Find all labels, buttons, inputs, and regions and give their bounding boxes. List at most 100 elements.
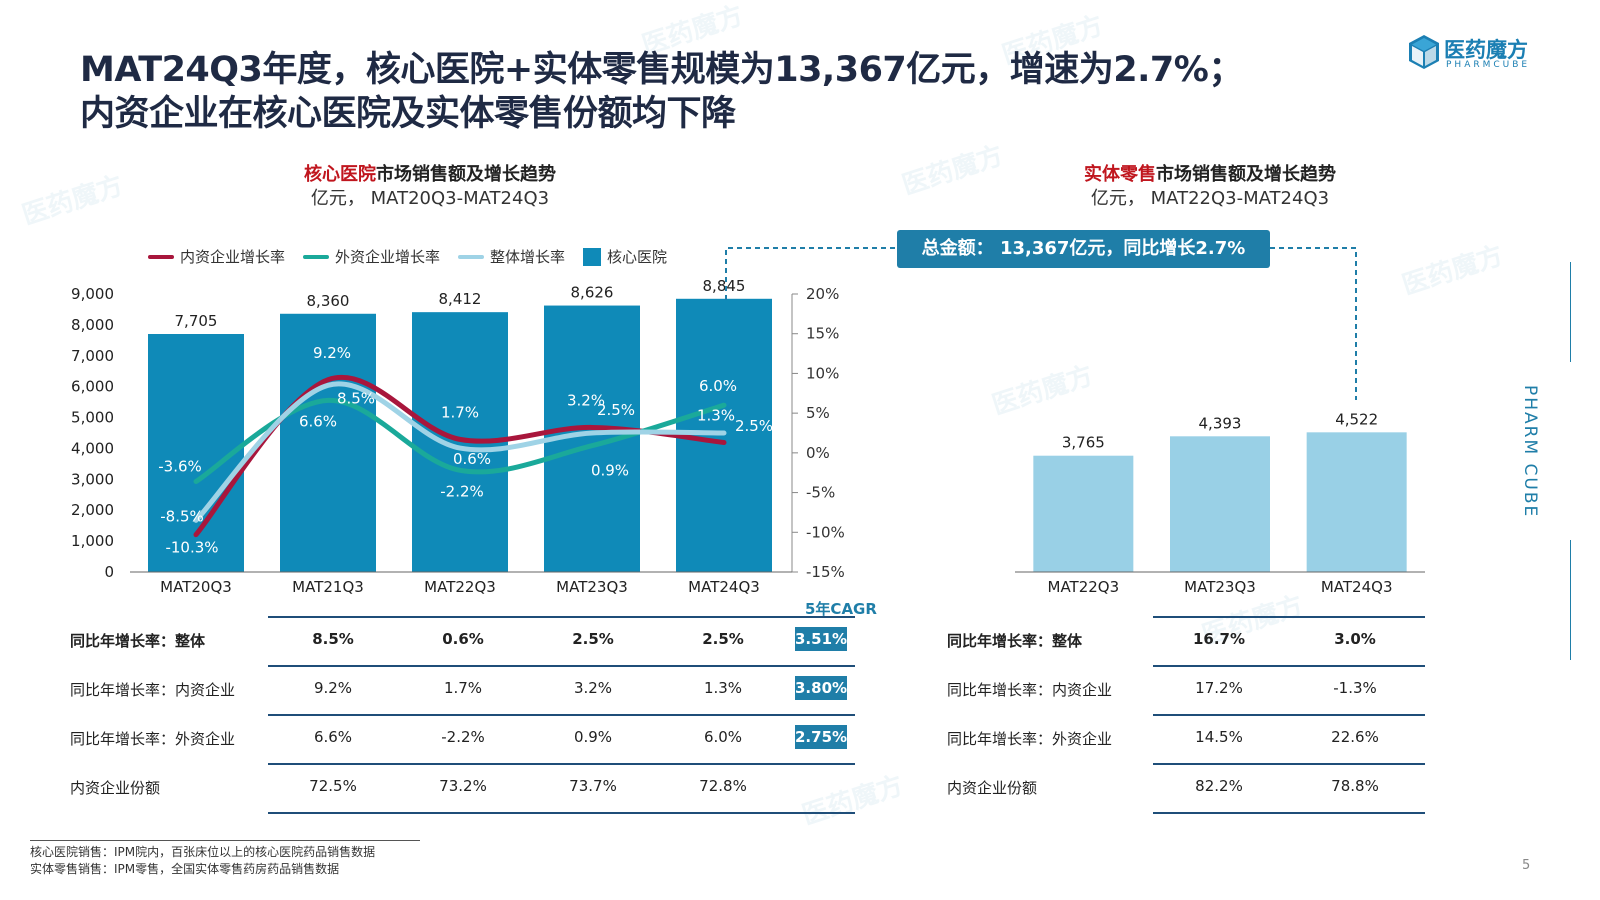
footnote: 核心医院销售：IPM院内，百张床位以上的核心医院药品销售数据 实体零售销售：IP…	[30, 844, 375, 878]
line-point-label: 8.5%	[337, 389, 375, 407]
row-label: 内资企业份额	[947, 779, 1038, 797]
table-cell: 6.6%	[313, 728, 353, 746]
bar-value-label: 7,705	[175, 312, 218, 330]
table-cell: 73.7%	[569, 777, 617, 795]
line-point-label: 9.2%	[313, 344, 351, 362]
charts-canvas: 0 1,000 2,000 3,000 4,000 5,000 6,000 7,000 8,00…	[71, 247, 1425, 596]
y-tick-label: 3,000	[71, 470, 114, 488]
page-title-line1: MAT24Q3年度，核心医院+实体零售规模为13,367亿元，增速为2.7%；	[80, 50, 1243, 90]
legend-label: 核心医院	[607, 248, 668, 266]
page-number: 5	[1522, 858, 1531, 873]
right-chart-title-rest: 市场销售额及增长趋势	[1156, 164, 1336, 185]
overall-growth-line	[193, 381, 727, 523]
table-cell: 3.0%	[1334, 630, 1376, 648]
y-tick-label: 9,000	[71, 285, 114, 303]
line-point-label: 6.0%	[699, 377, 737, 395]
y-tick-label: 7,000	[71, 347, 114, 365]
left-chart-subtitle: 亿元， MAT20Q3-MAT24Q3	[310, 188, 550, 209]
y2-tick-label: 0%	[806, 444, 830, 462]
table-rule	[268, 763, 855, 765]
page-title-line2: 内资企业在核心医院及实体零售份额均下降	[80, 94, 736, 134]
row-label: 同比年增长率：外资企业	[70, 730, 236, 748]
legend-swatch	[148, 254, 174, 259]
line-point-label: 0.9%	[591, 462, 629, 480]
table-cell: -1.3%	[1333, 679, 1377, 697]
side-brand: PHARM CUBE	[1520, 385, 1540, 519]
y2-tick-label: 15%	[806, 325, 839, 343]
left-growth-table: 同比年增长率：整体 8.5% 0.6% 2.5% 2.5% 3.51% 同比年增长率：内资企…	[70, 616, 855, 814]
table-cell: 2.5%	[702, 630, 744, 648]
left-chart-title-rest: 市场销售额及增长趋势	[376, 164, 556, 185]
y-tick-label: 8,000	[71, 316, 114, 334]
y2-tick-label: 10%	[806, 364, 839, 382]
line-point-label: -2.2%	[440, 482, 484, 500]
legend-item-domestic: 内资企业增长率	[148, 246, 285, 267]
x-tick-label: MAT22Q3	[424, 578, 496, 596]
left-chart-title: 核心医院市场销售额及增长趋势	[230, 160, 630, 186]
right-growth-table: 同比年增长率：整体 16.7% 3.0% 同比年增长率：内资企业 17.2% -1.3% 同…	[947, 616, 1427, 814]
table-cell: 0.6%	[442, 630, 484, 648]
x-tick-label: MAT20Q3	[160, 578, 232, 596]
y-tick-label: 5,000	[71, 409, 114, 427]
table-cell: 16.7%	[1192, 630, 1246, 648]
legend-label: 内资企业增长率	[180, 248, 286, 266]
table-cell: 1.3%	[703, 679, 743, 697]
table-cell: 6.0%	[703, 728, 743, 746]
cube-icon	[1409, 35, 1439, 69]
table-rule	[1153, 616, 1425, 618]
y2-tick-label: -5%	[806, 484, 835, 502]
cagr-badge: 3.80%	[795, 676, 847, 700]
y-tick-label: 6,000	[71, 378, 114, 396]
y-tick-label: 1,000	[71, 532, 114, 550]
table-row: 内资企业份额 82.2% 78.8%	[947, 763, 1427, 811]
table-row: 同比年增长率：整体 8.5% 0.6% 2.5% 2.5% 3.51%	[70, 616, 855, 664]
legend-swatch	[583, 247, 602, 266]
bar	[1170, 436, 1270, 572]
table-rule	[268, 812, 855, 814]
table-cell: -2.2%	[441, 728, 485, 746]
chart-legend: 内资企业增长率 外资企业增长率 整体增长率 核心医院	[148, 246, 667, 267]
line-point-label: 1.7%	[441, 403, 479, 421]
table-rule	[268, 714, 855, 716]
side-divider	[1570, 540, 1571, 660]
line-point-label: 0.6%	[453, 450, 491, 468]
table-cell: 14.5%	[1195, 728, 1243, 746]
x-tick-label: MAT24Q3	[688, 578, 760, 596]
legend-item-overall: 整体增长率	[458, 246, 565, 267]
line-point-label: -3.6%	[158, 457, 202, 475]
bar-value-label: 8,360	[307, 292, 350, 310]
table-row: 同比年增长率：外资企业 6.6% -2.2% 0.9% 6.0% 2.75%	[70, 714, 855, 762]
callout-connector	[725, 247, 897, 300]
bar-value-label: 4,522	[1335, 410, 1378, 428]
x-tick-label: MAT24Q3	[1321, 578, 1393, 596]
y2-tick-label: -15%	[806, 563, 845, 581]
line-point-label: 3.2%	[567, 391, 605, 409]
y-tick-label: 2,000	[71, 501, 114, 519]
table-cell: 72.5%	[309, 777, 357, 795]
row-label: 内资企业份额	[70, 779, 161, 797]
bar-value-label: 8,845	[703, 277, 746, 295]
line-point-label: -8.5%	[160, 507, 204, 525]
table-cell: 2.5%	[572, 630, 614, 648]
table-cell: 78.8%	[1331, 777, 1379, 795]
row-label: 同比年增长率：内资企业	[70, 681, 236, 699]
y-tick-label: 0	[104, 563, 114, 581]
legend-item-bar: 核心医院	[583, 246, 667, 267]
bar-value-label: 8,412	[439, 290, 482, 308]
table-cell: 73.2%	[439, 777, 487, 795]
table-cell: 82.2%	[1195, 777, 1243, 795]
table-rule	[1153, 812, 1425, 814]
bar-value-label: 3,765	[1062, 434, 1105, 452]
cagr-header: 5年CAGR	[805, 600, 877, 618]
bar	[1033, 455, 1134, 572]
right-chart-subtitle: 亿元， MAT22Q3-MAT24Q3	[1090, 188, 1330, 209]
y-tick-label: 4,000	[71, 439, 114, 457]
line-point-label: 6.6%	[299, 412, 337, 430]
right-chart-title-highlight: 实体零售	[1084, 164, 1156, 185]
bar-value-label: 4,393	[1199, 414, 1242, 432]
table-row: 同比年增长率：外资企业 14.5% 22.6%	[947, 714, 1427, 762]
table-row: 同比年增长率：内资企业 9.2% 1.7% 3.2% 1.3% 3.80%	[70, 665, 855, 713]
footnote-line: 实体零售销售：IPM零售，全国实体零售药房药品销售数据	[30, 862, 340, 876]
side-divider	[1570, 262, 1571, 362]
page-title: MAT24Q3年度，核心医院+实体零售规模为13,367亿元，增速为2.7%； …	[80, 48, 1243, 136]
